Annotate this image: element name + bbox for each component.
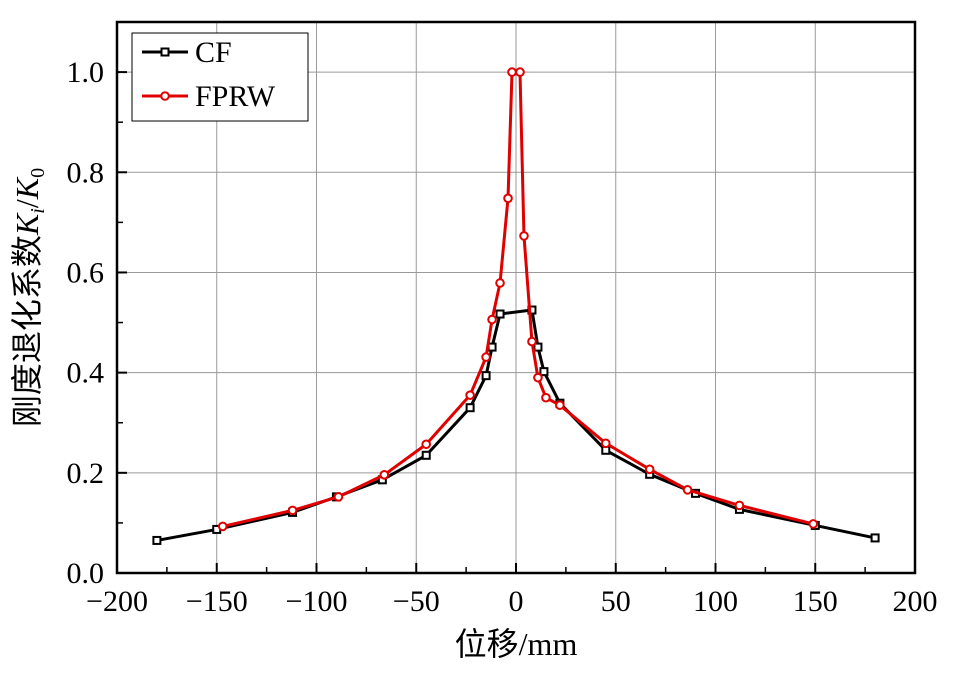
data-point [487,314,497,325]
series-line [222,70,814,528]
data-point [533,342,543,352]
legend-marker [160,91,170,101]
data-point [527,336,537,347]
series-fprw [217,67,819,532]
legend-item-fprw: FPRW [142,80,276,113]
legend-label: FPRW [195,80,276,113]
y-axis-title-slash: / [9,199,45,208]
y-tick-label: 0.0 [67,557,105,590]
data-point [379,470,390,480]
series-layer [152,67,880,545]
data-point [465,390,475,400]
y-axis-title: 刚度退化系数Ki/K0 [9,168,49,427]
x-tick-label: 150 [793,585,838,618]
data-point [503,193,513,204]
data-point [421,439,432,450]
x-tick-label: −150 [186,585,248,618]
axis-ticks [116,21,916,574]
y-tick-label: 0.8 [67,156,105,189]
data-point [495,278,505,288]
data-point [682,485,693,495]
y-axis-title-var1: K [9,212,45,236]
data-point [539,367,549,377]
x-tick-label: −200 [86,585,148,618]
x-tick-label: 0 [509,585,524,618]
data-point [152,535,162,545]
data-point [808,519,819,529]
data-point [495,309,505,319]
data-point [555,400,565,410]
x-tick-label: −50 [393,585,440,618]
y-tick-label: 0.6 [67,256,105,289]
data-point [870,533,880,543]
data-point [533,372,543,383]
y-axis-title-var2: K [9,176,45,200]
y-tick-label: 1.0 [67,56,105,89]
tick-labels: −200 −150 −100 −50 0 50 100 150 200 0.0 0.2 0.4 0.6 0… [67,56,938,618]
data-point [734,500,745,511]
data-point [333,492,344,502]
legend-label: CF [195,36,232,69]
data-point [481,352,491,362]
data-point [644,464,655,475]
data-point [217,521,228,532]
data-point [421,450,431,460]
legend-marker [160,47,170,57]
data-point [519,231,529,241]
x-tick-label: 100 [693,585,738,618]
data-point [465,403,475,413]
y-axis-title-text: 刚度退化系数 [9,235,45,427]
data-point [487,342,497,352]
x-axis-title: 位移/mm [455,626,578,662]
y-tick-label: 0.2 [67,457,105,490]
legend: CF FPRW [131,32,309,122]
y-axis-title-sub2: 0 [27,168,49,178]
y-axis-title-sub1: i [27,208,49,214]
y-tick-label: 0.4 [67,357,105,390]
x-tick-label: −100 [286,585,348,618]
data-point [600,438,611,449]
x-tick-label: 50 [601,585,631,618]
data-point [287,505,298,516]
data-point [481,371,491,381]
data-point [515,67,525,77]
x-tick-label: 200 [893,585,938,618]
legend-item-cf: CF [142,36,232,69]
data-point [541,392,551,403]
data-point [507,67,517,77]
